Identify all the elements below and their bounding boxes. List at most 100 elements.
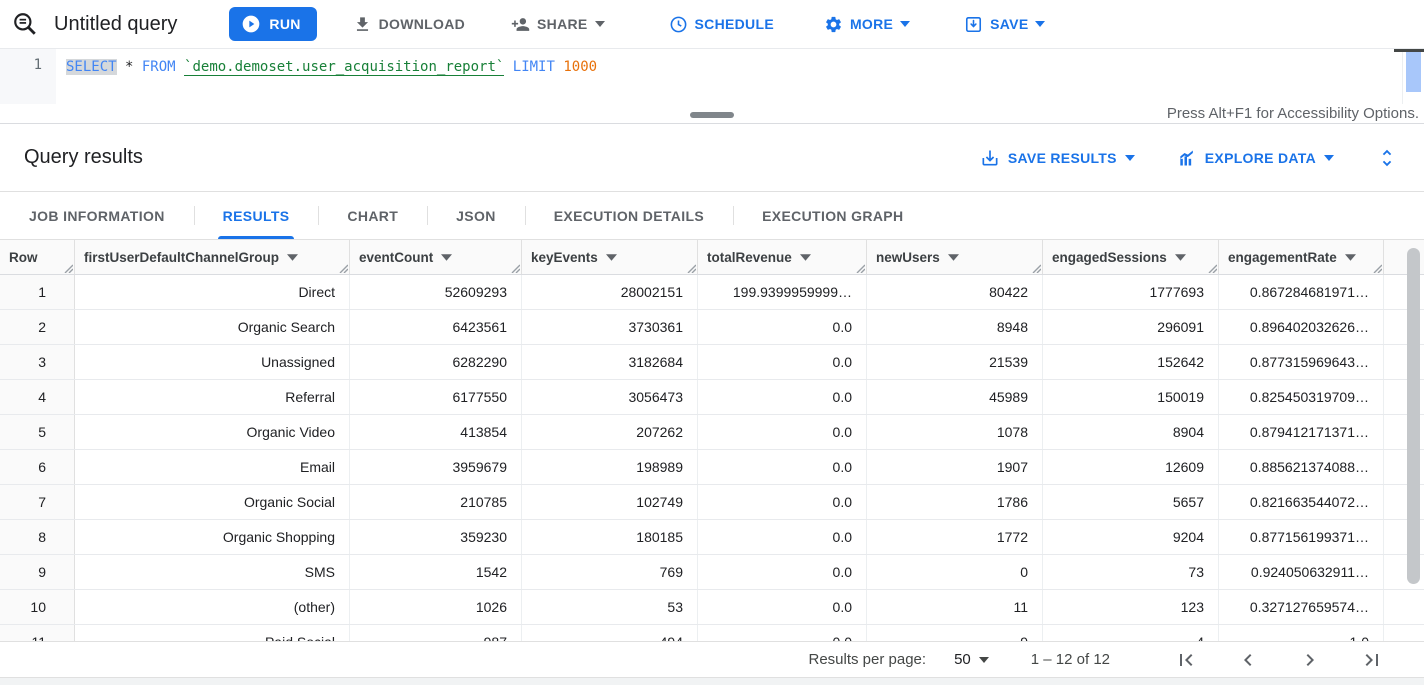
table-cell: 45989: [867, 380, 1043, 414]
editor-scrollbar[interactable]: [1402, 49, 1424, 105]
row-number-cell: 9: [0, 555, 75, 589]
sql-editor[interactable]: 1 SELECT * FROM `demo.demoset.user_acqui…: [0, 48, 1424, 105]
results-tab-bar: JOB INFORMATION RESULTS CHART JSON EXECU…: [0, 192, 1424, 240]
table-cell: (other): [75, 590, 350, 624]
page-size-value: 50: [954, 651, 971, 668]
row-number-cell: 10: [0, 590, 75, 624]
accessibility-hint: Press Alt+F1 for Accessibility Options.: [1166, 105, 1419, 122]
table-cell: 0.0: [698, 450, 867, 484]
download-button[interactable]: DOWNLOAD: [343, 6, 475, 42]
column-resize-icon[interactable]: [1372, 263, 1382, 273]
table-scrollbar[interactable]: [1407, 246, 1421, 636]
column-header-row[interactable]: Row: [0, 240, 75, 274]
column-header-eventCount[interactable]: eventCount: [350, 240, 522, 274]
table-cell: 28002151: [522, 275, 698, 309]
column-resize-icon[interactable]: [338, 263, 348, 273]
run-button[interactable]: RUN: [229, 7, 317, 41]
column-header-newUsers[interactable]: newUsers: [867, 240, 1043, 274]
table-row: 7 Organic Social 210785 102749 0.0 1786 …: [0, 485, 1424, 520]
pane-splitter: Press Alt+F1 for Accessibility Options.: [0, 104, 1424, 124]
first-page-button[interactable]: [1170, 644, 1202, 676]
table-cell: 769: [522, 555, 698, 589]
table-cell: Email: [75, 450, 350, 484]
row-number-cell: 1: [0, 275, 75, 309]
sort-dropdown-icon[interactable]: [287, 253, 299, 261]
sql-code-line[interactable]: SELECT * FROM `demo.demoset.user_acquisi…: [56, 49, 597, 104]
row-number-cell: 11: [0, 625, 75, 641]
row-number-cell: 7: [0, 485, 75, 519]
tab-json[interactable]: JSON: [427, 192, 525, 239]
unfold-more-icon: [1376, 147, 1398, 169]
tab-results[interactable]: RESULTS: [193, 192, 319, 239]
table-cell: 0.821663544072…: [1219, 485, 1384, 519]
clock-icon: [669, 15, 688, 34]
column-resize-icon[interactable]: [855, 263, 865, 273]
sort-dropdown-icon[interactable]: [1344, 253, 1356, 261]
sort-dropdown-icon[interactable]: [947, 253, 959, 261]
sql-token-table-reference[interactable]: `demo.demoset.user_acquisition_report`: [184, 59, 505, 76]
save-button[interactable]: SAVE: [954, 6, 1055, 42]
chevron-down-icon: [1035, 21, 1046, 27]
table-cell: 6177550: [350, 380, 522, 414]
bottom-scrollbar-strip[interactable]: [0, 677, 1424, 685]
column-label: keyEvents: [531, 249, 598, 265]
column-header-firstUserDefaultChannelGroup[interactable]: firstUserDefaultChannelGroup: [75, 240, 350, 274]
table-cell: 0.885621374088…: [1219, 450, 1384, 484]
chevron-down-icon: [1324, 154, 1334, 161]
editor-scrollbar-thumb[interactable]: [1406, 52, 1421, 92]
column-resize-icon[interactable]: [686, 263, 696, 273]
table-cell: Direct: [75, 275, 350, 309]
table-cell: 0.867284681971…: [1219, 275, 1384, 309]
last-page-button[interactable]: [1356, 644, 1388, 676]
table-cell: SMS: [75, 555, 350, 589]
sort-dropdown-icon[interactable]: [441, 253, 453, 261]
share-button[interactable]: SHARE: [501, 6, 615, 42]
table-cell: Organic Social: [75, 485, 350, 519]
more-button[interactable]: MORE: [814, 6, 920, 42]
column-resize-icon[interactable]: [510, 263, 520, 273]
table-row: 1 Direct 52609293 28002151 199.939995999…: [0, 275, 1424, 310]
column-header-engagedSessions[interactable]: engagedSessions: [1043, 240, 1219, 274]
line-number: 1: [33, 57, 42, 73]
download-icon: [353, 15, 372, 34]
table-cell: 1786: [867, 485, 1043, 519]
query-title: Untitled query: [54, 12, 178, 35]
tab-chart[interactable]: CHART: [318, 192, 427, 239]
expand-panel-button[interactable]: [1376, 147, 1398, 169]
schedule-button[interactable]: SCHEDULE: [659, 6, 784, 42]
column-label: newUsers: [876, 249, 940, 265]
column-header-engagementRate[interactable]: engagementRate: [1219, 240, 1384, 274]
tab-execution-graph[interactable]: EXECUTION GRAPH: [733, 192, 932, 239]
table-cell: 0.0: [698, 520, 867, 554]
page-size-select[interactable]: 50: [954, 651, 989, 668]
next-page-button[interactable]: [1294, 644, 1326, 676]
table-cell: 0.0: [698, 310, 867, 344]
column-header-totalRevenue[interactable]: totalRevenue: [698, 240, 867, 274]
table-cell: 1026: [350, 590, 522, 624]
table-cell: 0.327127659574…: [1219, 590, 1384, 624]
column-header-keyEvents[interactable]: keyEvents: [522, 240, 698, 274]
table-cell: 198989: [522, 450, 698, 484]
table-cell: Organic Shopping: [75, 520, 350, 554]
column-resize-icon[interactable]: [1031, 263, 1041, 273]
tab-execution-details[interactable]: EXECUTION DETAILS: [524, 192, 733, 239]
column-resize-icon[interactable]: [63, 263, 73, 273]
sort-dropdown-icon[interactable]: [799, 253, 811, 261]
table-scrollbar-thumb[interactable]: [1407, 248, 1420, 584]
save-results-button[interactable]: SAVE RESULTS: [980, 148, 1135, 168]
column-resize-icon[interactable]: [1207, 263, 1217, 273]
sort-dropdown-icon[interactable]: [605, 253, 617, 261]
table-cell: Organic Search: [75, 310, 350, 344]
table-row: 3 Unassigned 6282290 3182684 0.0 21539 1…: [0, 345, 1424, 380]
row-number-cell: 8: [0, 520, 75, 554]
column-label: engagedSessions: [1052, 249, 1167, 265]
splitter-drag-handle[interactable]: [690, 112, 734, 118]
explore-data-button[interactable]: EXPLORE DATA: [1177, 148, 1334, 168]
table-cell: 9204: [1043, 520, 1219, 554]
table-cell: 0: [867, 555, 1043, 589]
sort-dropdown-icon[interactable]: [1174, 253, 1186, 261]
previous-page-button[interactable]: [1232, 644, 1264, 676]
save-alt-icon: [980, 148, 1000, 168]
tab-job-information[interactable]: JOB INFORMATION: [0, 192, 194, 239]
table-cell: 0.924050632911…: [1219, 555, 1384, 589]
